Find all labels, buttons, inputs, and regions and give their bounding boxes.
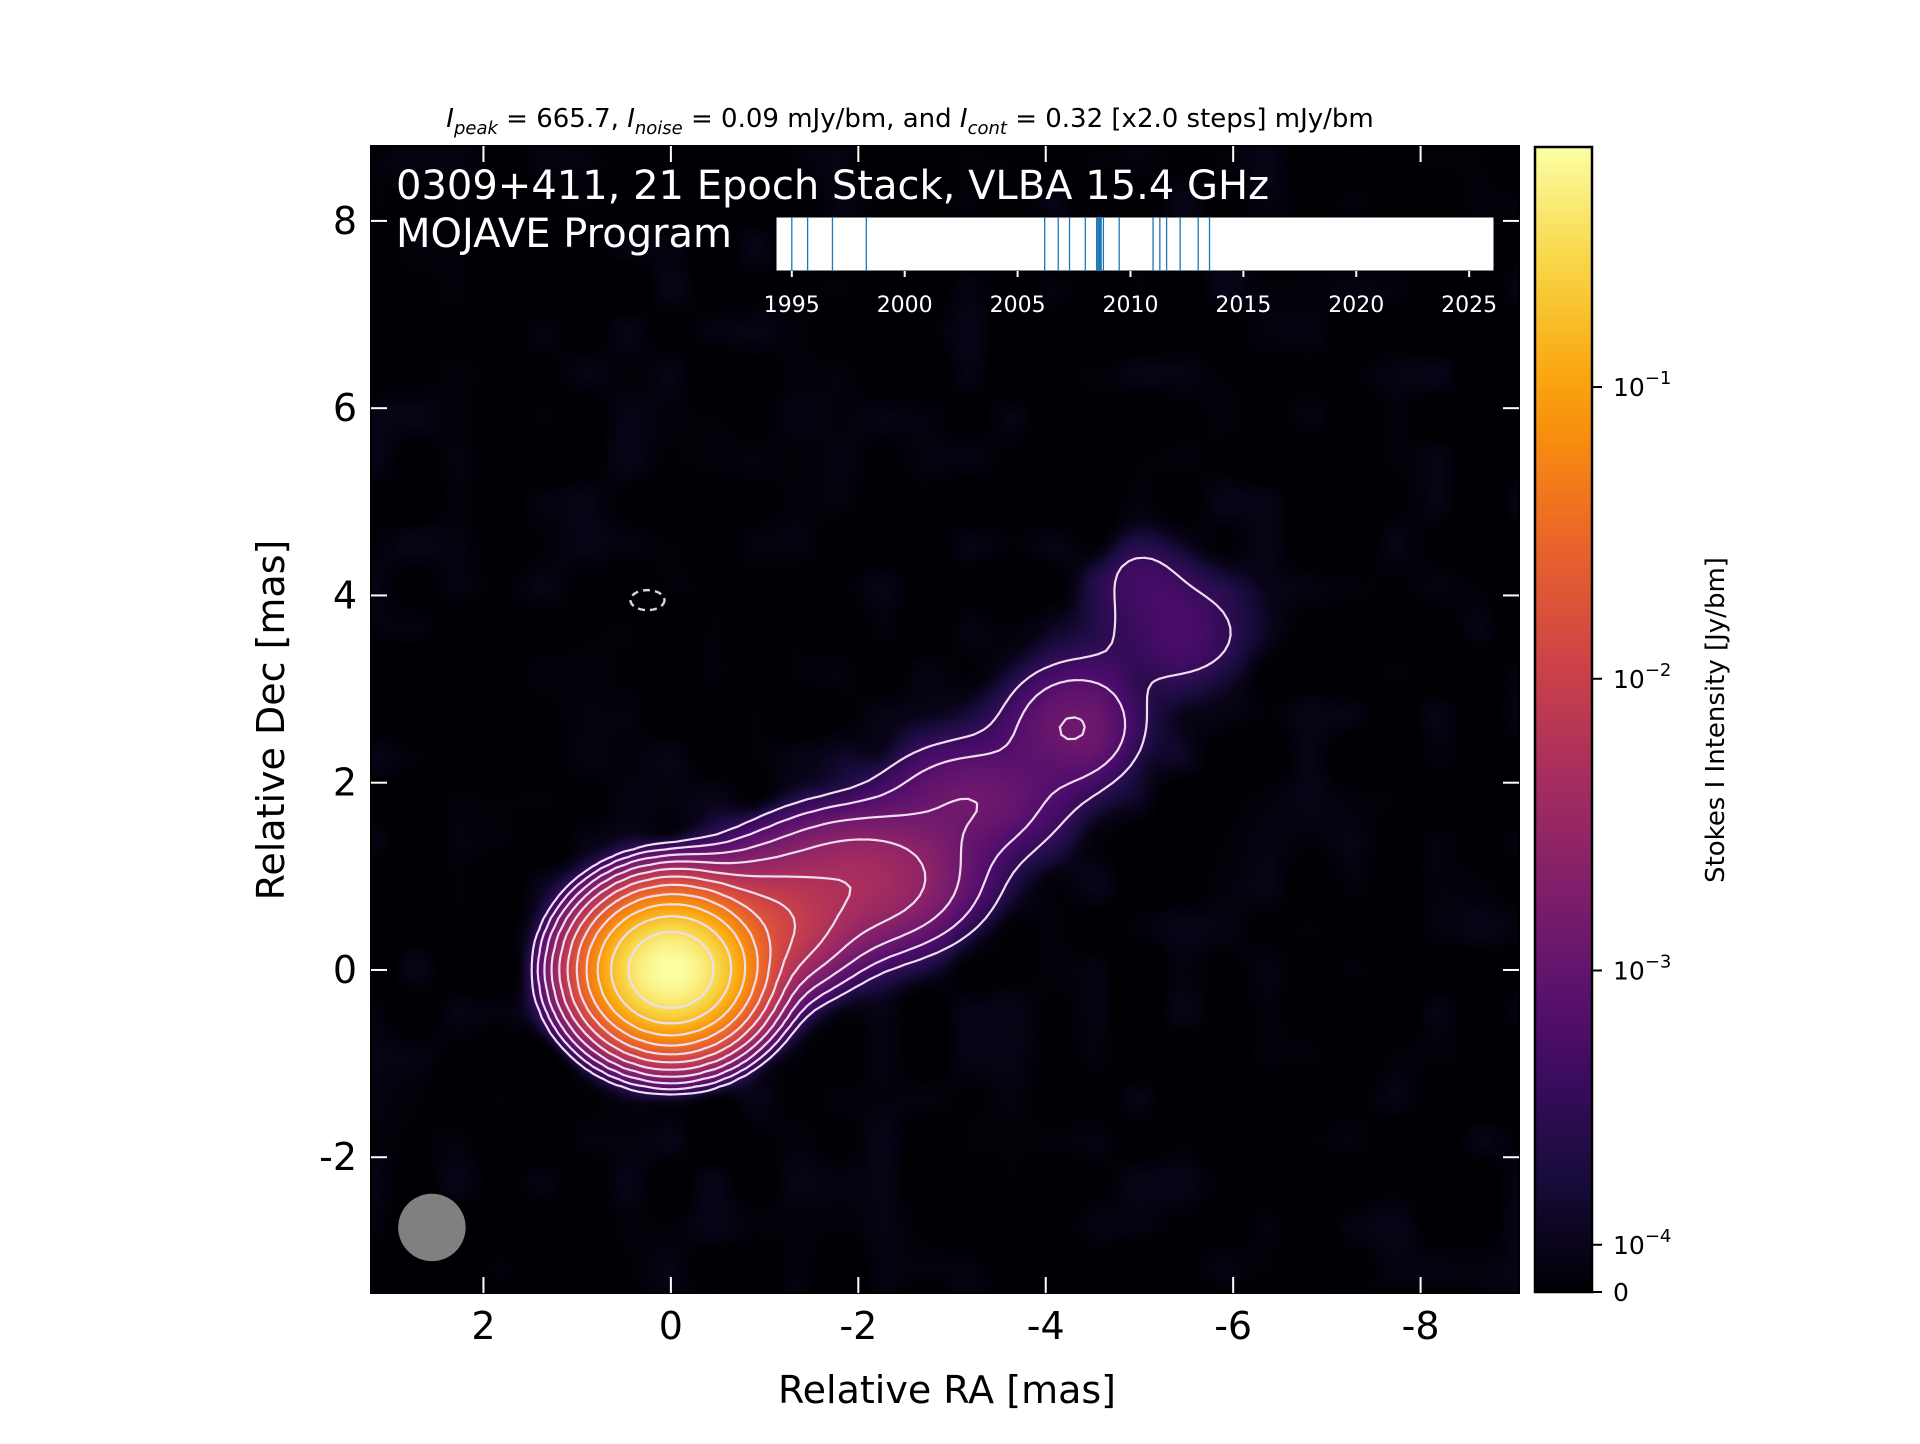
x-tick-label: -2 <box>839 1304 877 1348</box>
colorbar <box>1533 145 1594 1294</box>
contour-level-9 <box>610 915 733 1025</box>
y-tick-label: 6 <box>333 386 357 430</box>
y-tick-label: 0 <box>333 948 357 992</box>
cont-symbol: I <box>960 104 968 134</box>
peak-text: = 665.7, <box>498 104 627 134</box>
chart-subtitle: MOJAVE Program <box>396 211 732 257</box>
timeline-ticks: 1995 2000 2005 2010 2015 2020 2025 <box>764 271 1497 318</box>
contour-level-5 <box>566 875 797 1064</box>
x-tick-label: 0 <box>659 1304 683 1348</box>
colorbar-tick-label: 0 <box>1613 1278 1629 1307</box>
timeline-tick-label: 2025 <box>1441 293 1497 318</box>
y-axis-ticks: -2 0 2 4 6 8 <box>319 199 1519 1179</box>
noise-text: = 0.09 mJy/bm, and <box>683 104 960 134</box>
chart-title: 0309+411, 21 Epoch Stack, VLBA 15.4 GHz <box>396 163 1269 209</box>
peak-symbol: I <box>446 104 454 134</box>
y-tick-label: 2 <box>333 761 357 805</box>
x-tick-label: 2 <box>471 1304 495 1348</box>
contour-level-4 <box>558 867 852 1071</box>
x-tick-label: -8 <box>1402 1304 1440 1348</box>
colorbar-tick-label: 10−4 <box>1613 1226 1671 1260</box>
x-tick-label: -6 <box>1214 1304 1252 1348</box>
y-axis-label: Relative Dec [mas] <box>249 540 293 901</box>
colorbar-tick-label: 10−1 <box>1613 368 1671 402</box>
contour-level-3 <box>550 838 927 1078</box>
y-tick-label: 4 <box>333 573 357 617</box>
cont-subscript: cont <box>968 118 1008 139</box>
epoch-timeline: 1995 2000 2005 2010 2015 2020 2025 <box>764 216 1497 318</box>
noise-symbol: I <box>627 104 635 134</box>
timeline-box <box>775 216 1495 272</box>
peak-subscript: peak <box>453 118 500 139</box>
colorbar-tick-label: 10−3 <box>1613 952 1671 986</box>
epoch-lines <box>791 217 1211 271</box>
timeline-tick-label: 2000 <box>877 293 933 318</box>
noise-subscript: noise <box>635 118 683 139</box>
cont-text: = 0.32 [x2.0 steps] mJy/bm <box>1007 104 1374 134</box>
colorbar-ticks: 10−1 10−2 10−3 10−4 0 <box>1592 368 1671 1307</box>
x-axis-ticks: 2 0 -2 -4 -6 -8 <box>471 146 1440 1348</box>
contour-level-10 <box>627 930 715 1009</box>
colorbar-label: Stokes I Intensity [Jy/bm] <box>1701 557 1731 883</box>
x-axis-label: Relative RA [mas] <box>778 1368 1116 1412</box>
contour-level-2 <box>543 716 1086 1085</box>
stats-header: Ipeak = 665.7, Inoise = 0.09 mJy/bm, and… <box>446 104 1373 139</box>
plot-frame <box>370 145 1520 1294</box>
y-tick-label: 8 <box>333 199 357 243</box>
negative-contour <box>629 588 666 612</box>
y-tick-label: -2 <box>319 1135 357 1179</box>
timeline-tick-label: 1995 <box>764 293 820 318</box>
contour-level-7 <box>585 893 759 1047</box>
timeline-tick-label: 2015 <box>1215 293 1271 318</box>
timeline-tick-label: 2005 <box>990 293 1046 318</box>
beam-ellipse <box>398 1193 466 1262</box>
contour-level-8 <box>596 903 747 1037</box>
contour-level-1 <box>536 679 1127 1091</box>
colorbar-tick-label: 10−2 <box>1613 660 1671 694</box>
x-tick-label: -4 <box>1027 1304 1065 1348</box>
timeline-tick-label: 2010 <box>1102 293 1158 318</box>
contour-layer <box>530 556 1232 1096</box>
timeline-tick-label: 2020 <box>1328 293 1384 318</box>
contour-level-6 <box>575 883 772 1056</box>
contour-level-0 <box>530 556 1232 1096</box>
intensity-map <box>371 146 1519 1293</box>
